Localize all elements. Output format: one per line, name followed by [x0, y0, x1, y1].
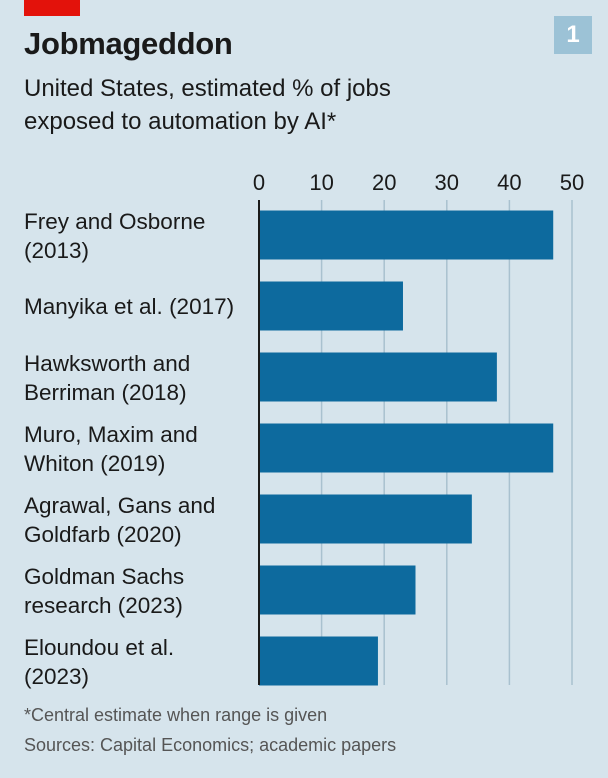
chart-subtitle: United States, estimated % of jobs expos… — [24, 75, 391, 135]
x-axis-tick-labels: 0 10 20 30 40 50 — [253, 170, 584, 195]
category-label-line: Goldfarb (2020) — [24, 522, 182, 547]
category-label-line: Muro, Maxim and — [24, 422, 198, 447]
bars — [259, 210, 554, 686]
category-label-line: Berriman (2018) — [24, 380, 187, 405]
chart-number-badge: 1 — [554, 16, 592, 54]
category-label-line: Whiton (2019) — [24, 451, 165, 476]
x-tick-label: 40 — [497, 170, 521, 195]
category-label-line: Eloundou et al. — [24, 635, 174, 660]
bar — [259, 636, 378, 686]
category-label-line: (2013) — [24, 238, 89, 263]
bar — [259, 281, 403, 331]
category-label: Agrawal, Gans and Goldfarb (2020) — [24, 493, 215, 547]
bar — [259, 423, 554, 473]
chart-title: Jobmageddon — [24, 26, 233, 61]
bar — [259, 210, 554, 260]
category-label: Goldman Sachs research (2023) — [24, 564, 184, 618]
category-label: Eloundou et al. (2023) — [24, 635, 174, 689]
x-tick-label: 30 — [435, 170, 459, 195]
x-tick-label: 0 — [253, 170, 265, 195]
category-label-line: Frey and Osborne — [24, 209, 205, 234]
footnote: *Central estimate when range is given — [24, 705, 328, 725]
category-label: Frey and Osborne (2013) — [24, 209, 205, 263]
x-tick-label: 50 — [560, 170, 584, 195]
bar — [259, 494, 472, 544]
category-label-line: Manyika et al. (2017) — [24, 294, 234, 319]
category-label: Muro, Maxim and Whiton (2019) — [24, 422, 198, 476]
bar — [259, 352, 497, 402]
bar-chart: 0 10 20 30 40 50 Frey and Osborne (2013) Manyik… — [24, 170, 584, 689]
category-label-line: (2023) — [24, 664, 89, 689]
category-label-line: Hawksworth and — [24, 351, 190, 376]
source-note: Sources: Capital Economics; academic pap… — [24, 735, 397, 755]
bar — [259, 565, 416, 615]
x-tick-label: 20 — [372, 170, 396, 195]
category-label: Hawksworth and Berriman (2018) — [24, 351, 190, 405]
category-label-line: research (2023) — [24, 593, 183, 618]
brand-red-tab — [24, 0, 80, 16]
x-tick-label: 10 — [309, 170, 333, 195]
category-label: Manyika et al. (2017) — [24, 294, 234, 319]
category-label-line: Agrawal, Gans and — [24, 493, 215, 518]
category-label-line: Goldman Sachs — [24, 564, 184, 589]
category-labels: Frey and Osborne (2013) Manyika et al. (20… — [24, 209, 234, 689]
